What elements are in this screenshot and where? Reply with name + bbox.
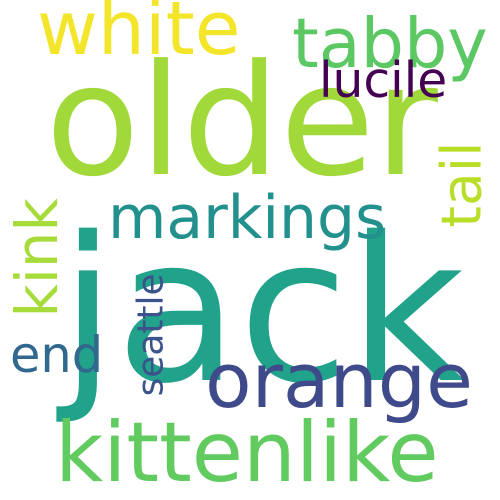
word-jack: jack <box>60 195 465 428</box>
word-kittenlike: kittenlike <box>55 404 439 500</box>
word-white: white <box>37 0 241 72</box>
word-older: older <box>45 32 438 211</box>
word-tabby: tabby <box>292 5 488 84</box>
word-orange: orange <box>205 336 473 425</box>
word-end: end <box>10 326 104 384</box>
word-lucile: lucile <box>319 52 448 109</box>
word-kink: kink <box>2 197 71 318</box>
word-tail: tail <box>428 141 493 228</box>
word-markings: markings <box>108 183 387 253</box>
word-seattle: seattle <box>130 273 172 397</box>
